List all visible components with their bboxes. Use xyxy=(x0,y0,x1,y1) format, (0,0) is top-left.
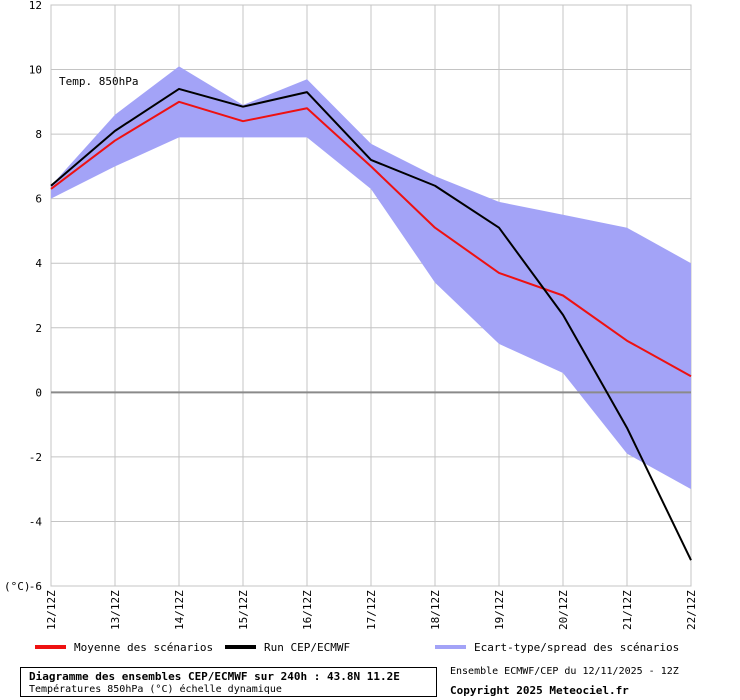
x-tick-label: 20/12Z xyxy=(557,590,570,630)
y-tick-label: 8 xyxy=(35,128,42,141)
y-tick-label: -6 xyxy=(29,580,42,593)
y-tick-label: -4 xyxy=(29,515,43,528)
footer-title: Diagramme des ensembles CEP/ECMWF sur 24… xyxy=(29,670,400,683)
x-tick-label: 22/12Z xyxy=(685,590,698,630)
y-axis-unit: (°C) xyxy=(4,580,31,593)
x-tick-label: 16/12Z xyxy=(301,590,314,630)
footer-title-box: Diagramme des ensembles CEP/ECMWF sur 24… xyxy=(20,667,437,697)
x-tick-label: 18/12Z xyxy=(429,590,442,630)
legend-item-mean: Moyenne des scénarios xyxy=(35,641,213,654)
x-tick-label: 15/12Z xyxy=(237,590,250,630)
y-tick-label: 4 xyxy=(35,257,42,270)
x-tick-label: 14/12Z xyxy=(173,590,186,630)
legend: Moyenne des scénarios Run CEP/ECMWF Ecart-… xyxy=(35,641,679,654)
series-layer xyxy=(50,87,692,561)
legend-label: Ecart-type/spread des scénarios xyxy=(474,641,679,654)
legend-swatch xyxy=(225,645,256,649)
footer-copyright: Copyright 2025 Meteociel.fr xyxy=(450,684,629,697)
axis-labels: 12 10 8 6 4 2 0 -2 -4 -612/12Z 13/12Z 14/12Z 15/12Z 1… xyxy=(29,0,698,630)
y-tick-label: 0 xyxy=(35,386,42,399)
y-tick-label: -2 xyxy=(29,451,42,464)
legend-item-spread: Ecart-type/spread des scénarios xyxy=(435,641,679,654)
series-line-run xyxy=(50,87,692,561)
legend-swatch xyxy=(435,645,466,649)
x-tick-label: 19/12Z xyxy=(493,590,506,630)
spread-band xyxy=(51,66,691,490)
footer-subtitle: Températures 850hPa (°C) échelle dynamiq… xyxy=(29,684,282,695)
x-tick-label: 13/12Z xyxy=(109,590,122,630)
legend-label: Run CEP/ECMWF xyxy=(264,641,350,654)
spread-band-layer xyxy=(51,66,691,490)
y-tick-label: 10 xyxy=(29,64,42,77)
y-tick-label: 12 xyxy=(29,0,42,12)
footer-ensemble-run: Ensemble ECMWF/CEP du 12/11/2025 - 12Z xyxy=(450,666,679,677)
y-tick-label: 2 xyxy=(35,322,42,335)
chart: 12 10 8 6 4 2 0 -2 -4 -612/12Z 13/12Z 14/12Z 15/12Z 1… xyxy=(4,0,698,654)
legend-swatch xyxy=(35,645,66,649)
y-tick-label: 6 xyxy=(35,193,42,206)
legend-label: Moyenne des scénarios xyxy=(74,641,213,654)
x-tick-label: 21/12Z xyxy=(621,590,634,630)
legend-item-run: Run CEP/ECMWF xyxy=(225,641,350,654)
series-line-mean xyxy=(50,100,692,378)
x-tick-label: 12/12Z xyxy=(45,590,58,630)
chart-title: Temp. 850hPa xyxy=(59,75,138,88)
x-tick-label: 17/12Z xyxy=(365,590,378,630)
